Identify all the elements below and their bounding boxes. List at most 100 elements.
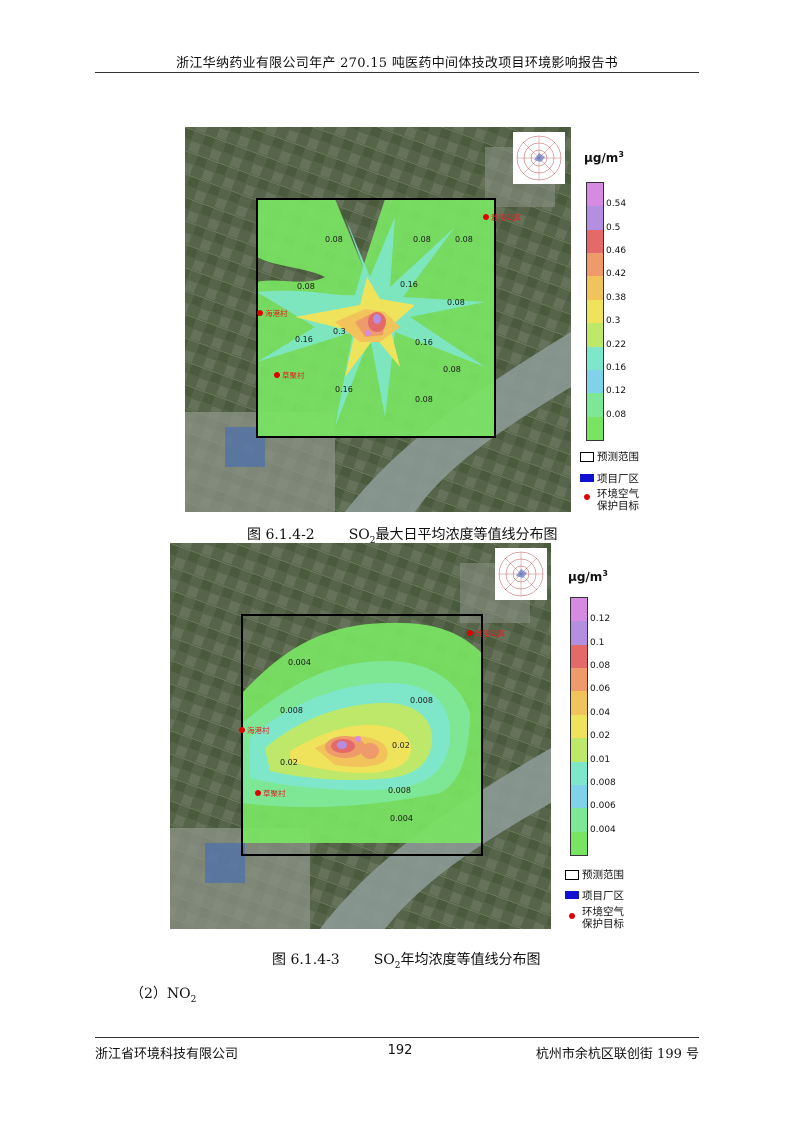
protection-target-icon <box>569 913 575 919</box>
legend-tick-label: 0.02 <box>590 731 611 742</box>
caption-title: 年均浓度等值线分布图 <box>400 952 541 968</box>
protection-target-marker <box>255 790 261 796</box>
legend-color-segment <box>587 229 603 254</box>
contour-label: 0.08 <box>297 282 315 291</box>
legend-tick-label: 0.04 <box>590 707 611 718</box>
contour-label: 0.16 <box>415 338 433 347</box>
legend-tick-label: 0.01 <box>590 754 611 765</box>
legend-label: 预测范围 <box>582 869 624 881</box>
contour-label: 0.004 <box>288 658 311 667</box>
protection-target-marker <box>274 372 280 378</box>
contour-label: 0.008 <box>388 786 411 795</box>
legend-color-segment <box>571 808 587 832</box>
legend-color-segment <box>587 416 603 440</box>
legend-label: 项目厂区 <box>582 890 624 902</box>
figure1-unit-label: μg/m3 <box>584 150 624 165</box>
figure2-caption: 图 6.1.4-3 SO2年均浓度等值线分布图 <box>272 952 541 971</box>
legend-color-segment <box>571 831 587 855</box>
legend-label: 项目厂区 <box>597 473 639 485</box>
place-label: 海港村 <box>265 308 288 318</box>
legend-tick-label: 0.12 <box>590 614 611 625</box>
figure2-color-bar <box>570 597 588 856</box>
figure2-prediction-box <box>241 614 483 856</box>
document-header: 浙江华纳药业有限公司年产 270.15 吨医药中间体技改项目环境影响报告书 <box>176 56 618 71</box>
footer-address: 杭州市余杭区联创街 199 号 <box>535 1047 699 1062</box>
protection-target-marker <box>257 310 263 316</box>
place-label: 雅丽公寓 <box>475 628 505 638</box>
legend-color-segment <box>571 691 587 715</box>
contour-label: 0.08 <box>447 298 465 307</box>
legend-tick-label: 0.42 <box>606 269 627 280</box>
legend-color-segment <box>587 323 603 347</box>
legend-color-segment <box>587 253 603 277</box>
figure2-unit-label: μg/m3 <box>568 569 608 584</box>
figure2-map-svg: 0.004 0.008 0.008 0.02 0.02 0.008 0.004 … <box>170 543 551 929</box>
protection-target-marker <box>239 727 245 733</box>
contour-label: 0.004 <box>390 814 413 823</box>
project-site-icon <box>580 474 594 482</box>
legend-color-segment <box>587 369 603 394</box>
figure1-contours <box>257 199 495 437</box>
place-label: 草聚村 <box>263 788 286 798</box>
contour-label: 0.16 <box>335 385 353 394</box>
legend-label: 环境空气 保护目标 <box>582 906 624 930</box>
protection-target-icon <box>584 494 590 500</box>
protection-target-marker <box>467 630 473 636</box>
legend-color-segment <box>571 761 587 785</box>
place-label: 雅丽公寓 <box>491 212 521 222</box>
caption-formula: SO <box>348 527 370 543</box>
legend-tick-label: 0.12 <box>606 386 627 397</box>
section-heading: （2）NO2 <box>130 986 197 1005</box>
figure2-contours <box>242 622 482 843</box>
contour-label: 0.08 <box>455 235 473 244</box>
contour-label: 0.02 <box>392 741 410 750</box>
place-label: 海港村 <box>247 725 270 735</box>
legend-tick-label: 0.008 <box>590 777 616 788</box>
legend-label: 环境空气 保护目标 <box>597 488 639 512</box>
page-number: 192 <box>387 1043 413 1058</box>
legend-tick-label: 0.004 <box>590 824 616 835</box>
prediction-range-icon <box>565 870 579 880</box>
header-rule <box>95 72 699 73</box>
contour-label: 0.3 <box>333 327 346 336</box>
legend-color-segment <box>571 738 587 762</box>
footer-company: 浙江省环境科技有限公司 <box>95 1047 239 1062</box>
caption-number: 图 6.1.4-3 <box>272 952 340 968</box>
contour-label: 0.08 <box>413 235 431 244</box>
legend-tick-label: 0.54 <box>606 199 627 210</box>
contour-label: 0.16 <box>295 335 313 344</box>
figure1-caption: 图 6.1.4-2 SO2最大日平均浓度等值线分布图 <box>247 527 558 546</box>
footer-rule <box>95 1037 699 1038</box>
legend-color-segment <box>587 183 603 207</box>
legend-tick-label: 0.38 <box>606 292 627 303</box>
prediction-range-icon <box>580 452 594 462</box>
contour-label: 0.08 <box>443 365 461 374</box>
contour-label: 0.16 <box>400 280 418 289</box>
legend-color-segment <box>571 784 587 809</box>
protection-target-marker <box>483 214 489 220</box>
legend-color-segment <box>587 206 603 230</box>
legend-tick-label: 0.3 <box>606 316 621 327</box>
legend-color-segment <box>571 644 587 669</box>
figure2-wind-rose-icon <box>495 548 547 600</box>
legend-color-segment <box>571 621 587 645</box>
legend-color-segment <box>571 668 587 692</box>
legend-label: 预测范围 <box>597 451 639 463</box>
place-label: 草聚村 <box>282 370 305 380</box>
figure2-legend-ticks: 0.12 0.1 0.08 0.06 0.04 0.02 0.01 0.008 0.006 0.0… <box>590 597 630 854</box>
figure1-wind-rose-icon <box>513 132 565 184</box>
figure1-legend-ticks: 0.54 0.5 0.46 0.42 0.38 0.3 0.22 0.16 0.12 0.08 <box>606 182 646 439</box>
project-site-icon <box>565 891 579 899</box>
legend-color-segment <box>571 714 587 739</box>
legend-color-segment <box>587 346 603 370</box>
contour-label: 0.08 <box>415 395 433 404</box>
legend-tick-label: 0.1 <box>590 637 605 648</box>
legend-tick-label: 0.46 <box>606 246 627 257</box>
legend-color-segment <box>587 393 603 417</box>
legend-tick-label: 0.006 <box>590 801 616 812</box>
caption-formula: SO <box>373 952 395 968</box>
figure1-color-bar <box>586 182 604 441</box>
contour-label: 0.02 <box>280 758 298 767</box>
caption-number: 图 6.1.4-2 <box>247 527 315 543</box>
legend-color-segment <box>587 299 603 324</box>
